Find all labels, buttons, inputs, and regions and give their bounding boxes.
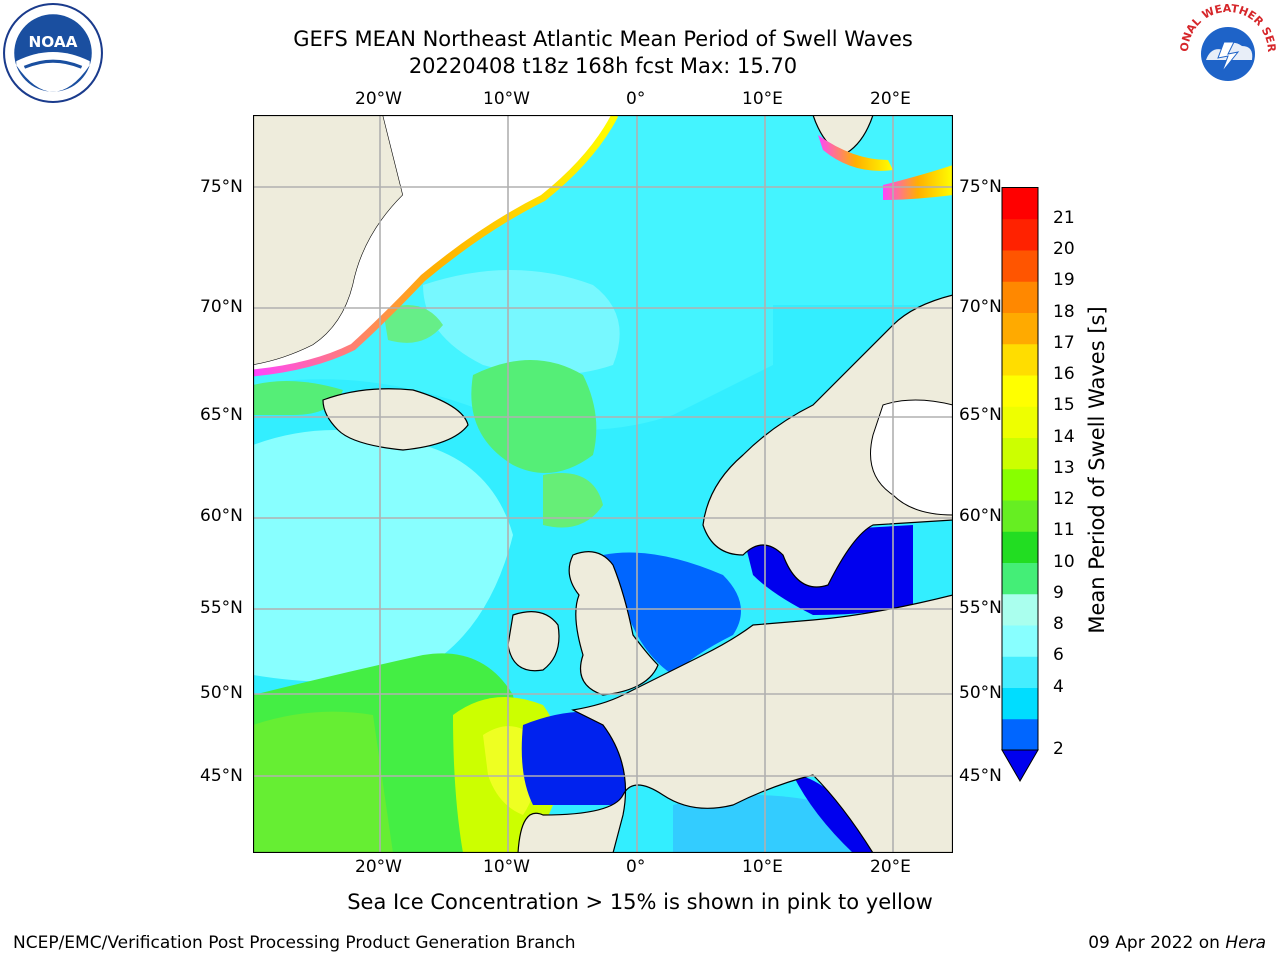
lat-tick-left: 60°N	[200, 506, 243, 526]
iceland-land	[322, 388, 469, 451]
colorbar-block	[1002, 718, 1038, 751]
colorbar-block	[1002, 562, 1038, 595]
colorbar-tick-label: 12	[1053, 489, 1075, 509]
colorbar-tick-label: 13	[1053, 457, 1075, 478]
colorbar-block	[1002, 250, 1038, 282]
swell-zone-pale	[423, 270, 620, 375]
colorbar-tick-label: 6	[1053, 645, 1064, 666]
colorbar-block	[1002, 406, 1038, 438]
colorbar-border	[1001, 187, 1039, 751]
swell-period-map	[253, 115, 953, 853]
lat-tick-left: 50°N	[200, 683, 243, 703]
colorbar-block	[1002, 218, 1038, 251]
colorbar-tick-label: 21	[1053, 207, 1075, 228]
lat-tick-right: 50°N	[959, 683, 1002, 703]
credit-date-text: 09 Apr 2022 on	[1088, 933, 1226, 953]
colorbar-tick-label: 18	[1053, 301, 1075, 322]
colorbar-tick-label: 17	[1053, 332, 1075, 353]
lat-tick-right: 60°N	[959, 506, 1002, 526]
colorbar-block	[1002, 687, 1038, 720]
great-britain-land	[568, 551, 659, 696]
colorbar-block	[1002, 437, 1038, 470]
colorbar-block	[1002, 625, 1038, 657]
swell-zone-pale	[253, 430, 513, 682]
lon-tick-bottom: 20°E	[870, 857, 911, 877]
gulf-of-bothnia	[870, 399, 953, 516]
swell-zone-green	[383, 305, 443, 343]
sea-ice-note: Sea Ice Concentration > 15% is shown in …	[347, 890, 933, 914]
colorbar-tick-label: 15	[1053, 395, 1075, 416]
greenland-ice-free	[253, 115, 613, 370]
colorbar-tick-label: 11	[1053, 520, 1075, 541]
credit-organization: NCEP/EMC/Verification Post Processing Pr…	[13, 933, 576, 953]
lat-tick-right: 70°N	[959, 297, 1002, 317]
map-border	[253, 115, 953, 853]
swell-zone-green	[253, 381, 343, 415]
lat-tick-right: 65°N	[959, 405, 1002, 425]
lat-tick-right: 45°N	[959, 766, 1002, 786]
colorbar	[1001, 187, 1039, 782]
colorbar-block	[1002, 343, 1038, 376]
colorbar-block	[1002, 187, 1038, 220]
colorbar-tick-label: 4	[1053, 676, 1064, 697]
lon-tick-top: 0°	[626, 89, 646, 109]
lat-tick-left: 70°N	[200, 297, 243, 317]
colorbar-block	[1002, 531, 1038, 563]
map-title: GEFS MEAN Northeast Atlantic Mean Period…	[293, 27, 913, 51]
lon-tick-bottom: 10°W	[483, 857, 530, 877]
colorbar-tick-label: 16	[1053, 364, 1075, 384]
lat-tick-right: 75°N	[959, 177, 1002, 197]
colorbar-block	[1002, 593, 1038, 626]
colorbar-tick-label: 2	[1053, 739, 1064, 759]
colorbar-block	[1002, 312, 1038, 345]
lon-tick-top: 10°W	[483, 89, 530, 109]
colorbar-block	[1002, 656, 1038, 688]
lon-tick-top: 20°W	[355, 89, 402, 109]
lat-tick-left: 65°N	[200, 405, 243, 425]
colorbar-tick-label: 9	[1053, 582, 1064, 603]
nws-logo: NATIONAL WEATHER SERVICE	[1178, 2, 1278, 100]
lat-tick-left: 55°N	[200, 598, 243, 618]
lon-tick-top: 20°E	[870, 89, 911, 109]
svalbard-ice	[818, 135, 893, 171]
colorbar-block	[1002, 468, 1038, 501]
barents-ice	[883, 165, 953, 200]
forecast-subtitle: 20220408 t18z 168h fcst Max: 15.70	[408, 54, 798, 78]
lat-tick-left: 45°N	[200, 766, 243, 786]
colorbar-under-triangle	[1001, 749, 1039, 782]
colorbar-tick-label: 8	[1053, 614, 1064, 634]
europe-land	[517, 594, 953, 853]
colorbar-block	[1002, 281, 1038, 313]
credit-date: 09 Apr 2022 on Hera	[1088, 933, 1266, 953]
lat-tick-right: 55°N	[959, 598, 1002, 618]
swell-zone-long	[253, 711, 393, 853]
colorbar-block	[1002, 375, 1038, 407]
lon-tick-bottom: 0°	[626, 857, 646, 877]
noaa-logo-text: NOAA	[28, 33, 77, 51]
noaa-logo: NOAA	[3, 3, 103, 103]
lon-tick-bottom: 20°W	[355, 857, 402, 877]
ireland-land	[507, 611, 560, 672]
colorbar-tick-label: 19	[1053, 270, 1075, 291]
lon-tick-top: 10°E	[742, 89, 783, 109]
colorbar-tick-label: 14	[1053, 426, 1075, 447]
bay-of-biscay-blue	[521, 711, 627, 805]
colorbar-tick-label: 10	[1053, 551, 1075, 572]
lat-tick-left: 75°N	[200, 177, 243, 197]
graticule	[253, 115, 953, 853]
swell-zone-green	[543, 473, 603, 528]
lon-tick-bottom: 10°E	[742, 857, 783, 877]
colorbar-block	[1002, 500, 1038, 532]
colorbar-title: Mean Period of Swell Waves [s]	[1085, 306, 1109, 634]
sea-ice-edge	[253, 115, 619, 377]
credit-machine: Hera	[1225, 933, 1266, 953]
colorbar-tick-label: 20	[1053, 239, 1075, 259]
colorbar-blocks	[1002, 187, 1038, 751]
